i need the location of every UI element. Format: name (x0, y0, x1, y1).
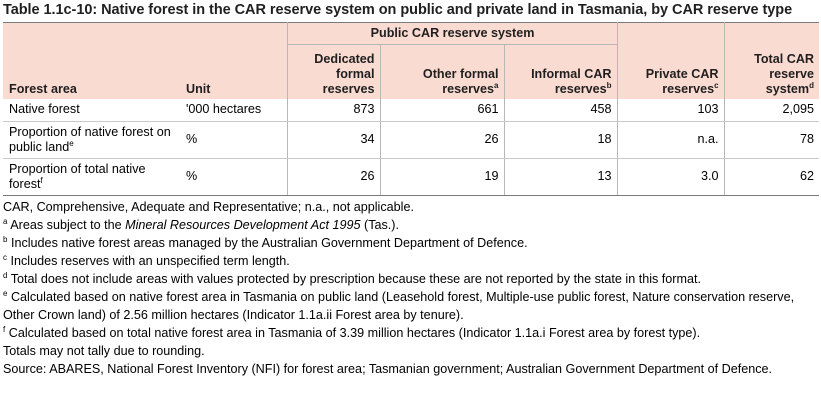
table-row: Proportion of native forest on public la… (3, 121, 820, 159)
cell-private: n.a. (617, 121, 725, 159)
cell-forest-area: Proportion of native forest on public la… (3, 121, 180, 159)
footnote-a-suffix: (Tas.). (360, 217, 399, 232)
cell-unit: % (180, 158, 288, 196)
cell-other-formal: 19 (380, 158, 505, 196)
row-label: Proportion of total native forest (9, 161, 146, 191)
footnote-e-text: Calculated based on native forest area i… (3, 289, 795, 322)
footnote-d: d Total does not include areas with valu… (3, 270, 819, 288)
footnote-source: Source: ABARES, National Forest Inventor… (3, 361, 773, 376)
row-label: Native forest (9, 102, 80, 116)
header-blank-forest (3, 22, 180, 45)
footnote-f-mark: f (3, 324, 6, 334)
footnote-mark-a: a (494, 80, 499, 90)
header-private-car-label: Private CAR reserves (645, 66, 719, 96)
table-title: Table 1.1c-10: Native forest in the CAR … (3, 2, 793, 18)
footnote-f: f Calculated based on total native fores… (3, 324, 819, 342)
cell-dedicated: 34 (287, 121, 381, 159)
header-blank-private (617, 22, 725, 45)
footnote-e-mark: e (3, 288, 8, 298)
header-blank-total (724, 22, 820, 45)
footnote-f-text: Calculated based on total native forest … (8, 325, 701, 340)
footnote-d-text: Total does not include areas with values… (10, 271, 701, 286)
header-other-formal-label: Other formal reserves (422, 66, 499, 96)
header-dedicated-formal-label: Dedicated formal reserves (314, 51, 375, 96)
footnote-mark-c: c (714, 80, 719, 90)
cell-informal: 18 (504, 121, 618, 159)
cell-total: 78 (724, 121, 820, 159)
footnote-e: e Calculated based on native forest area… (3, 288, 819, 324)
cell-total: 2,095 (724, 98, 820, 122)
cell-unit: '000 hectares (180, 98, 288, 122)
footnote-d-mark: d (3, 270, 8, 280)
header-other-formal: Other formal reservesa (380, 44, 505, 99)
header-total-car: Total CAR reserve systemd (724, 44, 820, 99)
cell-total: 62 (724, 158, 820, 196)
cell-dedicated: 26 (287, 158, 381, 196)
header-blank-unit (180, 22, 288, 45)
row-label: Proportion of native forest on public la… (9, 124, 171, 154)
header-public-car-group: Public CAR reserve system (287, 22, 618, 45)
footnote-abbrev: CAR, Comprehensive, Adequate and Represe… (3, 199, 414, 214)
cell-private: 3.0 (617, 158, 725, 196)
footnote-c: c Includes reserves with an unspecified … (3, 252, 819, 270)
footnote-mark-b: b (606, 80, 612, 90)
header-total-car-label: Total CAR reserve system (754, 51, 815, 96)
cell-forest-area: Native forest (3, 98, 180, 122)
cell-other-formal: 26 (380, 121, 505, 159)
footnotes: CAR, Comprehensive, Adequate and Represe… (3, 198, 819, 378)
cell-other-formal: 661 (380, 98, 505, 122)
footnote-rounding: Totals may not tally due to rounding. (3, 343, 205, 358)
header-dedicated-formal: Dedicated formal reserves (287, 44, 381, 99)
cell-forest-area: Proportion of total native forestf (3, 158, 180, 196)
header-informal-car-label: Informal CAR reserves (531, 66, 612, 96)
footnote-b-mark: b (3, 234, 8, 244)
header-forest-area: Forest area (3, 44, 180, 99)
footnote-mark-d: d (809, 80, 815, 90)
footnote-a-act-title: Mineral Resources Development Act 1995 (125, 217, 361, 232)
footnote-c-mark: c (3, 252, 7, 262)
footnote-c-text: Includes reserves with an unspecified te… (10, 253, 290, 268)
footnote-a-text: Areas subject to the (10, 217, 126, 232)
table-row: Native forest '000 hectares 873 661 458 … (3, 98, 820, 122)
table-row: Proportion of total native forestf % 26 … (3, 158, 820, 196)
cell-unit: % (180, 121, 288, 159)
footnote-a-mark: a (3, 216, 8, 226)
row-footnote-mark: e (69, 138, 74, 148)
cell-informal: 13 (504, 158, 618, 196)
footnote-b: b Includes native forest areas managed b… (3, 234, 819, 252)
header-unit: Unit (180, 44, 288, 99)
cell-private: 103 (617, 98, 725, 122)
footnote-a: a Areas subject to the Mineral Resources… (3, 216, 819, 234)
cell-informal: 458 (504, 98, 618, 122)
footnote-b-text: Includes native forest areas managed by … (10, 235, 528, 250)
header-private-car: Private CAR reservesc (617, 44, 725, 99)
header-informal-car: Informal CAR reservesb (504, 44, 618, 99)
cell-dedicated: 873 (287, 98, 381, 122)
row-footnote-mark: f (40, 175, 43, 185)
car-reserve-table: Public CAR reserve system Forest area Un… (3, 22, 820, 196)
